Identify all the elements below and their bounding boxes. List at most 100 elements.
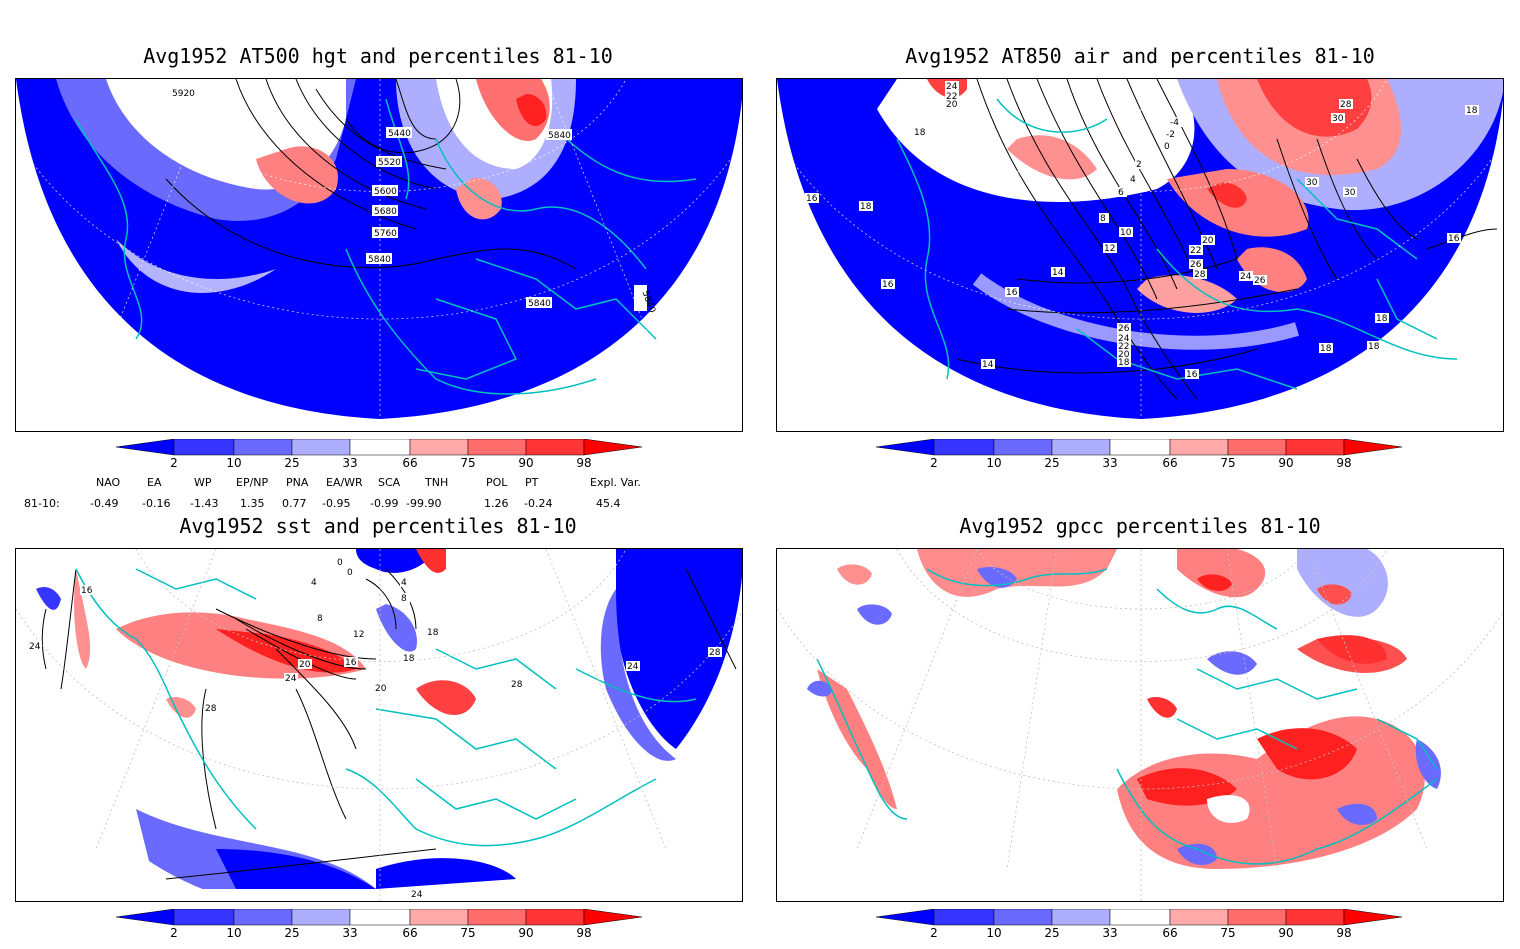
cbar-swatch bbox=[875, 908, 935, 926]
contour-label: 30 bbox=[1344, 188, 1356, 198]
contour-label: 18 bbox=[403, 654, 415, 664]
cbar-swatch bbox=[1285, 908, 1345, 926]
cbar-swatch bbox=[173, 908, 235, 926]
cbar-swatch bbox=[233, 438, 293, 456]
cbar-swatch bbox=[291, 908, 351, 926]
contour-label: 22 bbox=[946, 92, 957, 102]
contour-label: 16 bbox=[1448, 234, 1460, 244]
panel-title-gpcc: Avg1952 gpcc percentiles 81-10 bbox=[959, 514, 1321, 538]
contour-label: 8 bbox=[317, 614, 323, 624]
cbar-tick: 25 bbox=[1044, 926, 1059, 939]
cbar-tick: 98 bbox=[1336, 926, 1351, 939]
cbar-tick: 98 bbox=[1336, 456, 1351, 469]
cbar-tick: 90 bbox=[1278, 456, 1293, 469]
contour-label: 2 bbox=[1136, 160, 1142, 170]
index-value: 1.35 bbox=[240, 497, 265, 510]
index-value: -99.90 bbox=[406, 497, 442, 510]
cbar-swatch bbox=[875, 438, 935, 456]
cbar-tick: 66 bbox=[1162, 456, 1177, 469]
index-value: -0.24 bbox=[524, 497, 553, 510]
cbar-tick: 25 bbox=[1044, 456, 1059, 469]
cbar-swatch bbox=[583, 438, 643, 456]
contour-label: 22 bbox=[1190, 246, 1201, 256]
index-value: 45.4 bbox=[596, 497, 621, 510]
cbar-swatch bbox=[1285, 438, 1345, 456]
index-value: -0.99 bbox=[370, 497, 399, 510]
index-header: WP bbox=[194, 476, 212, 489]
cbar-tick: 75 bbox=[1220, 456, 1235, 469]
index-header: TNH bbox=[425, 476, 449, 489]
contour-label: 18 bbox=[1466, 106, 1478, 116]
contour-label: 5840 bbox=[548, 131, 571, 141]
cbar-swatch bbox=[467, 438, 527, 456]
index-value: -0.49 bbox=[90, 497, 119, 510]
panel-title-sst: Avg1952 sst and percentiles 81-10 bbox=[179, 514, 577, 538]
contour-label: 12 bbox=[1104, 244, 1115, 254]
cbar-tick: 90 bbox=[518, 926, 533, 939]
index-header: Expl. Var. bbox=[590, 476, 641, 489]
contour-label: 14 bbox=[1052, 268, 1064, 278]
cbar-swatch bbox=[115, 908, 175, 926]
contour-label: 22 bbox=[1118, 342, 1129, 352]
contour-label: 18 bbox=[1376, 314, 1388, 324]
cbar-tick: 10 bbox=[226, 456, 241, 469]
contour-label: 28 bbox=[709, 648, 721, 658]
contour-label: 20 bbox=[1202, 236, 1214, 246]
contour-label: 16 bbox=[806, 194, 818, 204]
contour-label: 18 bbox=[1368, 342, 1380, 352]
cbar-swatch bbox=[1109, 438, 1171, 456]
cbar-swatch bbox=[173, 438, 235, 456]
map-panel-gpcc bbox=[776, 548, 1504, 902]
map-panel-hgt500: 5920 5440 5520 5600 5680 5760 5840 5840 … bbox=[15, 78, 743, 432]
contour-label: 6 bbox=[1118, 188, 1124, 198]
index-value: -0.16 bbox=[142, 497, 171, 510]
index-value: 1.26 bbox=[484, 497, 509, 510]
contour-label: 4 bbox=[1130, 175, 1136, 185]
contour-label: 26 bbox=[1190, 260, 1202, 270]
cbar-swatch bbox=[933, 438, 995, 456]
cbar-tick: 98 bbox=[576, 456, 591, 469]
contour-label: 18 bbox=[1118, 358, 1130, 368]
contour-label: 16 bbox=[1186, 370, 1198, 380]
contour-label: 4 bbox=[311, 578, 317, 588]
cbar-swatch bbox=[1169, 438, 1229, 456]
cbar-tick: 33 bbox=[342, 926, 357, 939]
contour-label: 8 bbox=[401, 594, 407, 604]
cbar-swatch bbox=[1227, 908, 1287, 926]
contour-label: 5840 bbox=[368, 255, 391, 265]
cbar-tick: 75 bbox=[460, 456, 475, 469]
contour-label: 26 bbox=[1118, 324, 1130, 334]
colorbar-air850: 2 10 25 33 66 75 90 98 bbox=[875, 438, 1416, 479]
index-row-label: 81-10: bbox=[24, 497, 60, 510]
cbar-tick: 2 bbox=[170, 926, 178, 939]
index-value: 0.77 bbox=[282, 497, 307, 510]
contour-label: 18 bbox=[914, 128, 926, 138]
contour-label: 16 bbox=[1006, 288, 1018, 298]
cbar-swatch bbox=[993, 438, 1053, 456]
contour-label: 16 bbox=[345, 658, 357, 668]
cbar-tick: 25 bbox=[284, 456, 299, 469]
cbar-swatch bbox=[583, 908, 643, 926]
cbar-swatch bbox=[115, 438, 175, 456]
contour-label: 30 bbox=[1306, 178, 1318, 188]
contour-label: 20 bbox=[375, 684, 387, 694]
cbar-swatch bbox=[1051, 438, 1111, 456]
index-header: NAO bbox=[96, 476, 121, 489]
cbar-swatch bbox=[993, 908, 1053, 926]
contour-label: 5680 bbox=[374, 207, 397, 217]
contour-label: 5920 bbox=[172, 89, 195, 99]
contour-label: 24 bbox=[627, 662, 639, 672]
contour-label: 12 bbox=[353, 630, 364, 640]
cbar-swatch bbox=[1227, 438, 1287, 456]
cbar-tick: 75 bbox=[460, 926, 475, 939]
index-header: EP/NP bbox=[236, 476, 269, 489]
contour-label: 16 bbox=[81, 586, 93, 596]
cbar-swatch bbox=[233, 908, 293, 926]
index-header: EA bbox=[147, 476, 162, 489]
colorbar-hgt500: 2 10 25 33 66 75 90 98 bbox=[115, 438, 656, 479]
index-header: PT bbox=[525, 476, 539, 489]
contour-label: 0 bbox=[337, 558, 343, 568]
contour-label: 5440 bbox=[388, 129, 411, 139]
contour-label: 24 bbox=[946, 82, 958, 92]
cbar-swatch bbox=[1343, 908, 1403, 926]
